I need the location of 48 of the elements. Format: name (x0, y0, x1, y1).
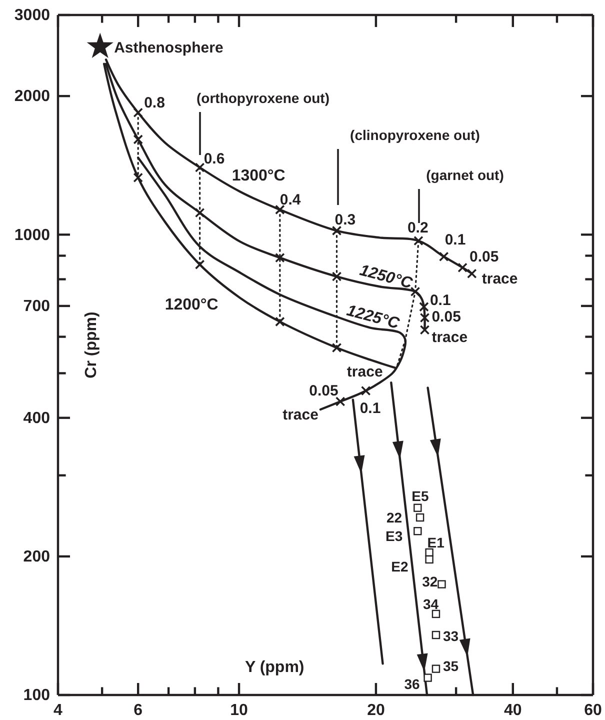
y-axis-title: Cr (ppm) (83, 312, 100, 378)
annotation: (clinopyroxene out) (350, 127, 480, 143)
annotation: trace (346, 364, 383, 381)
y-tick-label: 100 (23, 687, 50, 704)
x-tick-label: 4 (54, 702, 63, 720)
x-tick-label: 10 (230, 702, 248, 720)
annotation: E5 (412, 488, 429, 504)
annotation: 0.05 (470, 248, 499, 266)
x-tick-label: 40 (504, 702, 522, 720)
annotation: 22 (386, 509, 402, 526)
x-axis-title: Y (ppm) (245, 659, 304, 676)
y-tick-label: 3000 (14, 7, 50, 24)
annotation: 0.4 (280, 192, 302, 209)
y-tick-label: 1000 (14, 226, 50, 244)
annotation: 0.1 (444, 232, 466, 249)
annotation: 36 (404, 676, 420, 692)
annotation: trace (282, 406, 318, 424)
x-tick-label: 20 (367, 702, 385, 720)
series-label: 1300°C (232, 168, 286, 185)
annotation: E3 (386, 528, 403, 544)
annotation: 0.1 (430, 292, 451, 309)
series-label: 1200°C (164, 296, 219, 314)
annotation: 0.1 (360, 400, 381, 417)
annotation: 0.2 (407, 220, 428, 237)
annotation: 33 (442, 628, 459, 644)
y-tick-label: 400 (23, 410, 50, 427)
annotation: 0.8 (144, 94, 165, 112)
annotation: 32 (422, 573, 438, 590)
annotation: (garnet out) (426, 167, 504, 183)
text: 1225°C (344, 302, 402, 333)
annotation: 0.05 (432, 308, 461, 326)
y-tick-label: 200 (23, 548, 50, 566)
annotation: 0.05 (309, 382, 338, 400)
annotation: 34 (422, 596, 439, 612)
y-tick-label: 700 (23, 298, 50, 316)
annotation: Asthenosphere (114, 40, 224, 57)
annotation: E1 (427, 534, 445, 550)
annotation: E2 (391, 558, 409, 574)
annotation: 0.3 (334, 212, 356, 229)
text: 1250°C (358, 262, 414, 292)
annotation: (orthopyroxene out) (196, 90, 330, 106)
annotation: trace (432, 328, 468, 346)
y-tick-label: 2000 (14, 88, 50, 106)
x-tick-label: 6 (134, 702, 143, 720)
annotation: 35 (442, 658, 459, 674)
annotation: trace (482, 270, 518, 288)
annotation: 0.6 (204, 150, 225, 168)
x-tick-label: 60 (584, 702, 602, 720)
